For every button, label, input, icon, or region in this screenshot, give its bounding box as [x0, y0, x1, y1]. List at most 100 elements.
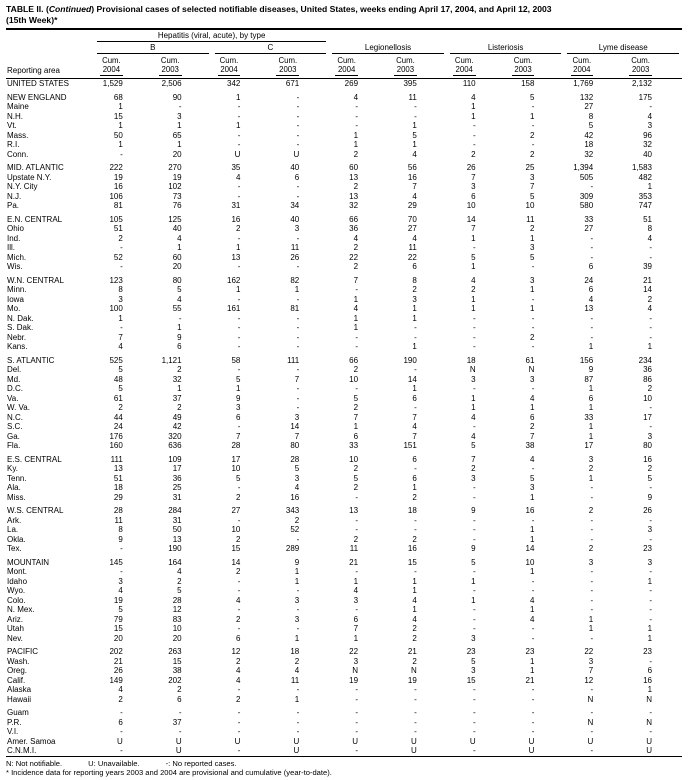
value-cell: 81 — [290, 304, 300, 313]
cum-year-header: Cum. 2003 — [623, 54, 683, 79]
reporting-area-cell: N.C. — [7, 412, 23, 422]
value-cell: 1 — [588, 614, 594, 624]
reporting-area-cell: Md. — [7, 374, 21, 384]
value-cell: 1 — [235, 92, 241, 102]
value-cell: 2 — [588, 506, 594, 515]
value-cell: 6 — [588, 285, 594, 294]
value-cell: 1 — [353, 130, 359, 140]
value-cell: - — [649, 727, 653, 736]
value-cell: 36 — [172, 473, 182, 483]
value-cell: - — [296, 534, 300, 544]
value-cell: 1 — [471, 576, 476, 586]
value-cell: - — [649, 313, 653, 323]
value-cell: N — [528, 365, 535, 374]
reporting-area-cell: W. Va. — [7, 403, 30, 412]
table-row: Mont. - 4 2 1 - - - 1 - - — [6, 567, 682, 577]
value-cell: - — [355, 685, 359, 694]
value-cell: 5 — [471, 557, 476, 567]
table-row: Upstate N.Y. 19 19 4 6 13 16 7 3 505 482 — [6, 173, 682, 183]
reporting-area-cell: Pa. — [7, 201, 20, 210]
value-cell: 1 — [647, 576, 653, 586]
value-cell: 31 — [172, 492, 182, 502]
cum-year-header: Cum. 2004 — [564, 54, 624, 79]
value-cell: 6 — [588, 262, 594, 271]
value-cell: 1 — [235, 384, 241, 393]
value-cell: 21 — [643, 275, 653, 285]
table-row: N. Mex. 5 12 - - - 1 - 1 - - — [6, 605, 682, 615]
legionellosis-header: Legionellosis — [329, 42, 447, 54]
value-cell: 111 — [110, 454, 123, 464]
value-cell: 1 — [412, 313, 417, 323]
reporting-area-header: Reporting area — [6, 29, 94, 79]
value-cell: 15 — [407, 557, 417, 567]
table-row: N.H. 15 3 - - - - 1 1 8 4 — [6, 112, 682, 122]
value-cell: - — [414, 332, 417, 342]
value-cell: - — [296, 294, 300, 304]
value-cell: 61 — [525, 355, 535, 365]
value-cell: 1 — [353, 323, 359, 332]
value-cell: 33 — [584, 214, 594, 224]
value-cell: 79 — [113, 614, 123, 624]
value-cell: 16 — [290, 492, 300, 502]
value-cell: 7 — [235, 431, 241, 441]
value-cell: - — [531, 313, 535, 323]
value-cell: - — [355, 605, 359, 614]
value-cell: 6 — [353, 431, 359, 441]
value-cell: 4 — [647, 233, 653, 243]
value-cell: - — [355, 525, 359, 534]
table-row: Miss. 29 31 2 16 - 2 - 1 - 9 — [6, 493, 682, 503]
cum-year-label: Cum. 2004 — [100, 56, 123, 76]
value-cell: - — [237, 262, 241, 271]
value-cell: 4 — [412, 614, 417, 624]
reporting-area-cell: Amer. Samoa — [7, 736, 56, 746]
value-cell: 2 — [647, 294, 653, 304]
value-cell: 12 — [584, 675, 594, 685]
value-cell: - — [531, 717, 535, 727]
value-cell: - — [472, 694, 476, 704]
table-head: Reporting area Hepatitis (viral, acute), … — [6, 29, 683, 79]
value-cell: 151 — [403, 441, 417, 450]
table-row: P.R. 6 37 - - - - - - N N — [6, 718, 682, 728]
reporting-area-cell: Fla. — [7, 441, 21, 450]
value-cell: 36 — [349, 224, 359, 233]
value-cell: 3 — [118, 576, 123, 586]
value-cell: - — [296, 130, 300, 140]
value-cell: 1 — [529, 534, 535, 544]
value-cell: N — [411, 666, 417, 675]
value-cell: 289 — [285, 544, 300, 553]
value-cell: - — [649, 403, 653, 412]
table-row: E.S. CENTRAL 111 109 17 28 10 6 7 4 3 16 — [6, 455, 682, 465]
value-cell: 6 — [177, 694, 182, 704]
value-cell: 2 — [471, 149, 476, 159]
value-cell: 2 — [177, 403, 182, 412]
value-cell: - — [237, 140, 241, 149]
table-row: V.I. - - - - - - - - - - — [6, 727, 682, 737]
reporting-area-cell: Ark. — [7, 515, 22, 525]
value-cell: 222 — [109, 163, 123, 172]
value-cell: 5 — [529, 252, 535, 262]
table-row: Ga. 176 320 7 7 6 7 4 7 1 3 — [6, 432, 682, 442]
value-cell: - — [531, 342, 535, 351]
value-cell: - — [531, 633, 535, 643]
value-cell: 23 — [466, 647, 476, 656]
table-row: Nebr. 7 9 - - - - - 2 - - — [6, 333, 682, 343]
value-cell: 1 — [588, 403, 594, 412]
value-cell: 156 — [579, 355, 594, 365]
value-cell: U — [234, 149, 241, 159]
value-cell: - — [649, 595, 653, 605]
table-row: NEW ENGLAND 68 90 1 - 4 11 4 5 132 175 — [6, 93, 682, 103]
value-cell: 1 — [412, 586, 417, 595]
value-cell: - — [237, 483, 241, 492]
value-cell: 18 — [113, 483, 123, 492]
value-cell: - — [590, 534, 594, 544]
value-cell: - — [237, 111, 241, 121]
notifiable-diseases-table: Reporting area Hepatitis (viral, acute), … — [6, 28, 683, 757]
value-cell: 3 — [471, 182, 476, 191]
value-cell: - — [414, 685, 417, 694]
value-cell: 6 — [529, 412, 535, 422]
reporting-area-cell: Nebr. — [7, 332, 27, 342]
value-cell: 21 — [407, 647, 417, 656]
value-cell: 4 — [471, 431, 476, 441]
reporting-area-cell: Colo. — [7, 595, 26, 605]
value-cell: 1 — [529, 656, 535, 666]
